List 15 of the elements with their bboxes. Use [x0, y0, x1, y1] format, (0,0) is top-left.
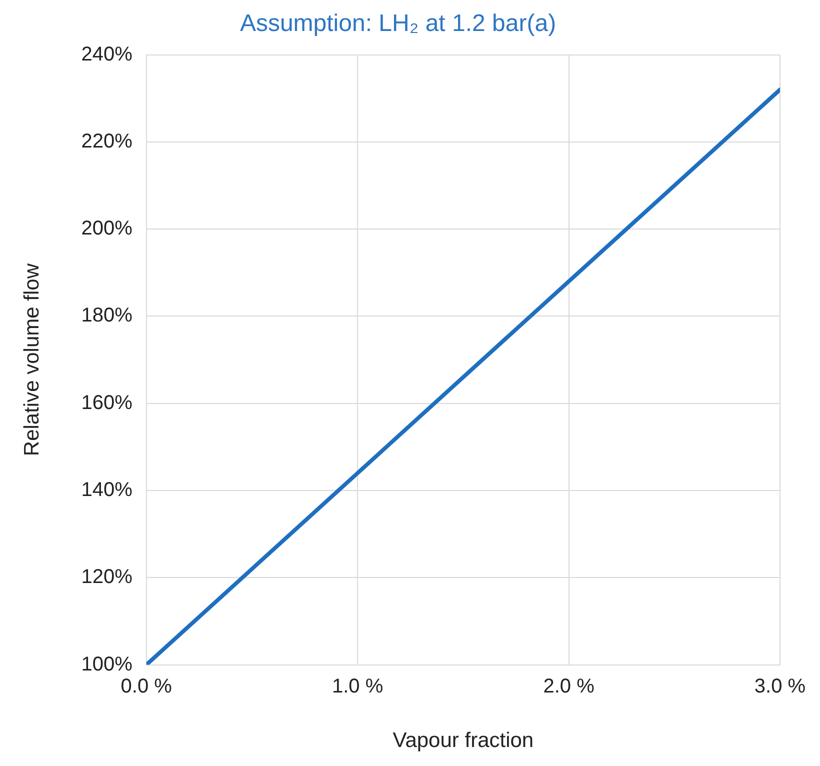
- y-tick-label: 180%: [81, 304, 133, 327]
- y-tick-label: 120%: [81, 566, 133, 588]
- x-tick-label: 0.0 %: [120, 675, 172, 698]
- y-tick-label: 140%: [81, 479, 133, 502]
- x-axis-title: Vapour fraction: [392, 729, 534, 752]
- chart-title: Assumption: LH₂ at 1.2 bar(a): [240, 10, 556, 38]
- y-tick-label: 160%: [81, 392, 133, 414]
- x-tick-label: 2.0 %: [543, 675, 595, 698]
- y-tick-label: 240%: [81, 43, 133, 66]
- x-tick-label: 3.0 %: [754, 675, 806, 698]
- y-tick-label: 100%: [81, 653, 133, 676]
- y-tick-label: 200%: [81, 218, 133, 240]
- y-axis-title: Relative volume flow: [20, 262, 44, 456]
- y-tick-label: 220%: [81, 130, 133, 152]
- x-tick-label: 1.0 %: [332, 675, 384, 698]
